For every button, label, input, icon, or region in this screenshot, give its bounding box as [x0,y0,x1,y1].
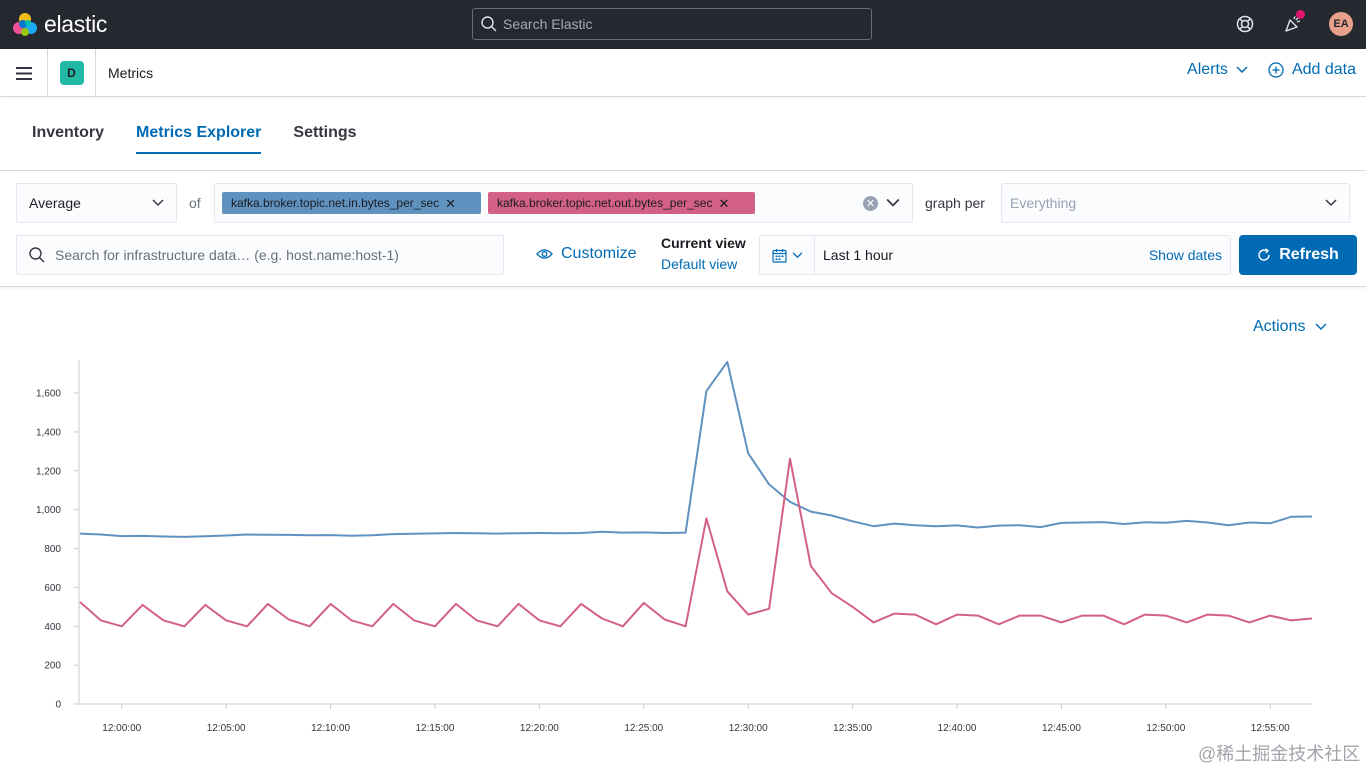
kql-search-input[interactable] [55,247,495,263]
actions-label: Actions [1253,318,1306,335]
add-data-label: Add data [1291,61,1356,78]
search-icon [29,247,45,263]
refresh-label: Refresh [1279,246,1339,263]
x-tick-label: 12:10:00 [311,723,350,734]
y-axis-ticks: 0 200 400 600 800 1,000 1,200 1,400 1,600 [36,389,79,711]
tab-settings[interactable]: Settings [293,124,357,141]
customize-label: Customize [561,245,637,262]
plus-in-circle-icon [1268,62,1284,78]
brand-name: elastic [44,11,108,37]
tab-inventory[interactable]: Inventory [32,124,105,141]
chevron-down-icon [792,251,802,258]
breadcrumb: Metrics [108,65,154,81]
aggregation-value: Average [29,195,81,211]
of-label: of [189,195,201,211]
graph-per-label: graph per [925,195,985,211]
aggregation-select[interactable]: Average [16,183,177,223]
add-data-button[interactable]: Add data [1268,61,1356,79]
metric-chip-out-bytes: kafka.broker.topic.net.out.bytes_per_sec… [488,192,755,214]
remove-metric-icon[interactable]: ✕ [718,195,730,211]
tabs-divider [0,170,1366,171]
chevron-down-icon [1325,199,1337,207]
chart-actions-button[interactable]: Actions [1253,318,1327,336]
y-tick-label: 1,600 [36,389,61,400]
y-tick-label: 1,400 [36,427,61,438]
chevron-down-icon [1315,323,1327,331]
metric-chip-label: kafka.broker.topic.net.in.bytes_per_sec [231,196,440,210]
y-tick-label: 600 [44,583,61,594]
x-axis-ticks: 12:00:00 12:05:00 12:10:00 12:15:00 12:20:00… [102,704,1290,734]
elastic-logo[interactable]: elastic [12,11,107,38]
space-avatar: D [59,61,84,85]
alerts-label: Alerts [1187,61,1228,78]
x-tick-label: 12:30:00 [729,723,768,734]
x-tick-label: 12:20:00 [520,723,559,734]
time-range-value[interactable]: Last 1 hour [823,247,894,263]
app-bar: D Metrics Alerts Add data [0,49,1366,97]
quick-select-button[interactable] [760,236,815,274]
chevron-down-icon [152,199,164,207]
x-tick-label: 12:40:00 [938,723,977,734]
help-lifebuoy-icon [1236,15,1254,33]
y-tick-label: 1,000 [36,505,61,516]
watermark-text: @稀土掘金技术社区 [1198,744,1361,764]
current-view-link[interactable]: Default view [661,256,738,272]
nav-menu-button[interactable] [0,49,48,97]
eye-icon [536,249,553,259]
group-by-placeholder: Everything [1010,195,1077,211]
metrics-line-chart[interactable]: 0 200 400 600 800 1,000 1,200 1,400 1,600 12:00:… [0,340,1366,740]
y-tick-label: 400 [44,622,61,633]
global-search-input[interactable] [503,16,853,32]
x-tick-label: 12:00:00 [102,723,141,734]
x-tick-label: 12:50:00 [1146,723,1185,734]
help-button[interactable] [1232,11,1258,37]
user-menu-button[interactable]: EA [1328,11,1354,37]
calendar-icon [771,248,787,263]
metric-chip-label: kafka.broker.topic.net.out.bytes_per_sec [497,196,713,210]
series-lines [79,360,1313,628]
x-tick-label: 12:05:00 [207,723,246,734]
hamburger-icon [15,66,32,80]
x-tick-label: 12:35:00 [833,723,872,734]
explorer-toolbar: Average of kafka.broker.topic.net.in.byt… [0,171,1366,287]
metric-chip-in-bytes: kafka.broker.topic.net.in.bytes_per_sec … [222,192,481,214]
y-tick-label: 200 [44,661,61,672]
metrics-combobox[interactable]: kafka.broker.topic.net.in.bytes_per_sec … [214,183,913,223]
refresh-button[interactable]: Refresh [1239,235,1357,275]
show-dates-button[interactable]: Show dates [1148,247,1222,263]
clear-metrics-icon[interactable]: ✕ [863,196,878,211]
chevron-down-icon [1236,66,1248,74]
x-tick-label: 12:15:00 [416,723,455,734]
chevron-down-icon[interactable] [886,196,900,210]
saved-view-selector: Current view Default view [661,235,746,272]
current-view-title: Current view [661,235,746,251]
group-by-select[interactable]: Everything [1001,183,1350,223]
x-tick-label: 12:25:00 [624,723,663,734]
search-icon [481,16,497,32]
y-tick-label: 800 [44,544,61,555]
customize-button[interactable]: Customize [536,245,637,263]
global-search[interactable] [472,8,872,40]
page-tabs: Inventory Metrics Explorer Settings [32,110,357,154]
avatar: EA [1329,12,1353,36]
news-feed-button[interactable] [1280,10,1306,37]
y-tick-label: 0 [55,700,61,711]
x-tick-label: 12:45:00 [1042,723,1081,734]
series-line-in-bytes[interactable] [79,360,1313,538]
refresh-icon [1258,248,1270,261]
space-selector[interactable]: D [48,49,96,97]
series-line-out-bytes[interactable] [79,457,1313,628]
top-header: elastic [0,0,1366,49]
elastic-logo-icon [13,12,37,36]
date-picker: Last 1 hour Show dates [759,235,1231,275]
alerts-menu-button[interactable]: Alerts [1187,61,1248,79]
tab-metrics-explorer[interactable]: Metrics Explorer [136,110,262,154]
kql-search-bar[interactable] [16,235,504,275]
y-tick-label: 1,200 [36,466,61,477]
remove-metric-icon[interactable]: ✕ [445,195,457,211]
x-tick-label: 12:55:00 [1251,723,1290,734]
notification-dot [1296,10,1305,19]
